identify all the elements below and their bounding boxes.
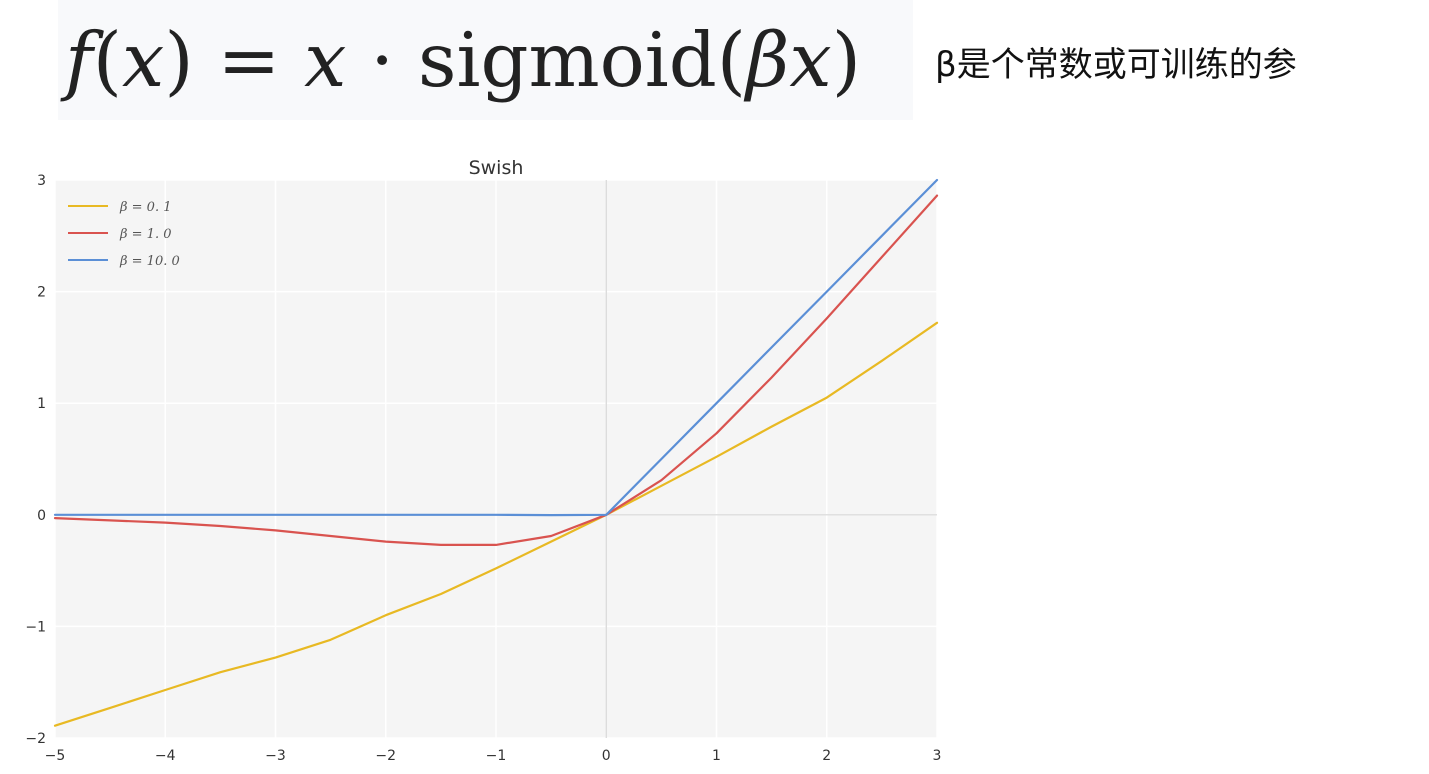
formula-close-paren-2: ): [831, 16, 861, 104]
formula-box: [58, 0, 913, 120]
formula-f: f: [65, 16, 93, 104]
y-tick-label: 0: [37, 508, 46, 524]
formula-x-2: x: [304, 16, 347, 104]
legend: β = 0. 1 β = 1. 0 β = 10. 0: [68, 200, 180, 269]
formula: f(x) = x · sigmoid(βx): [65, 10, 861, 110]
formula-x-3: x: [789, 16, 832, 104]
formula-equals: =: [217, 16, 281, 104]
series-line-1: [53, 321, 939, 727]
y-tick-label: −2: [25, 731, 46, 747]
x-tick-label: −3: [265, 748, 286, 764]
x-tick-label: −1: [486, 748, 507, 764]
x-tick-label: 0: [602, 748, 611, 764]
series-lines: [53, 178, 939, 727]
y-tick-label: −1: [25, 619, 46, 635]
formula-sigmoid: sigmoid: [417, 16, 717, 104]
y-tick-label: 1: [37, 396, 46, 412]
x-tick-label: 3: [933, 748, 942, 764]
series-line-3: [53, 178, 939, 517]
y-tick-label: 3: [37, 173, 46, 189]
series-line-2: [53, 194, 939, 547]
x-tick-label: −2: [375, 748, 396, 764]
chart-title: Swish: [469, 157, 524, 179]
beta-note: β是个常数或可训练的参: [935, 45, 1297, 85]
y-tick-label: 2: [37, 285, 46, 301]
legend-label-2: β = 1. 0: [119, 227, 171, 242]
x-tick-label: −5: [45, 748, 66, 764]
formula-beta: β: [746, 16, 790, 104]
legend-label-1: β = 0. 1: [119, 200, 171, 215]
formula-close-paren-1: ): [164, 16, 194, 104]
tick-labels: −5 −4 −3 −2 −1 0 1 2 3 −2 −1 0 1 2 3: [25, 173, 941, 764]
formula-open-paren-1: (: [92, 16, 123, 104]
x-tick-label: 2: [822, 748, 831, 764]
formula-x-1: x: [122, 16, 165, 104]
formula-open-paren-2: (: [716, 16, 747, 104]
x-tick-label: −4: [155, 748, 176, 764]
formula-dot: ·: [370, 16, 395, 104]
legend-label-3: β = 10. 0: [119, 254, 180, 269]
x-tick-label: 1: [712, 748, 721, 764]
